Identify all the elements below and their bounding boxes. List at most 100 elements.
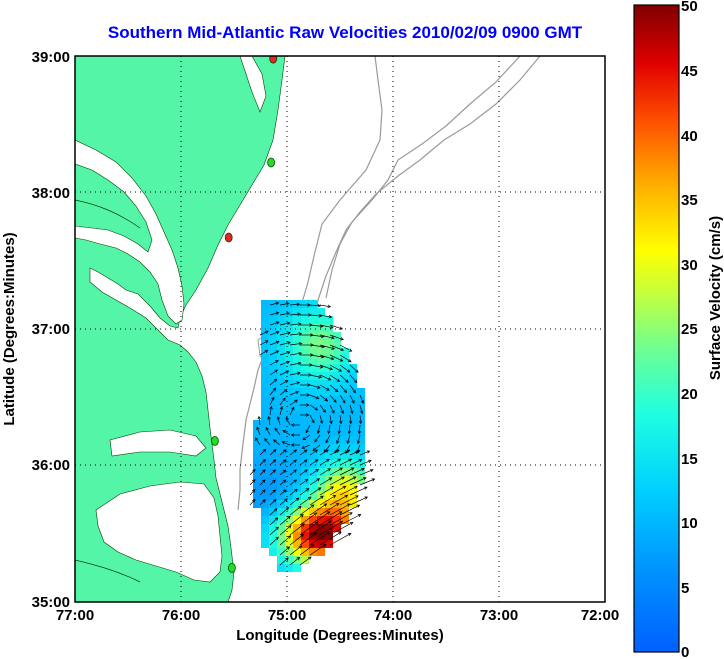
- velocity-arrow-head: [347, 359, 352, 363]
- velocity-arrow: [329, 384, 339, 392]
- velocity-arrow-head: [307, 496, 312, 500]
- velocity-arrow-head: [252, 468, 256, 473]
- velocity-cell: [269, 516, 277, 524]
- velocity-arrow-head: [286, 321, 291, 326]
- velocity-arrow-head: [298, 332, 303, 336]
- velocity-cell: [349, 388, 357, 396]
- velocity-arrow: [285, 417, 291, 426]
- velocity-arrow: [309, 374, 322, 378]
- velocity-cell: [301, 324, 309, 332]
- velocity-arrow-head: [355, 495, 359, 499]
- velocity-arrow-head: [290, 433, 295, 437]
- velocity-arrow-head: [333, 399, 337, 403]
- velocity-cell: [309, 404, 317, 412]
- velocity-arrow: [299, 532, 318, 546]
- velocity-arrow: [319, 324, 334, 329]
- y-tick-label: 39:00: [32, 49, 70, 66]
- velocity-arrow-head: [264, 340, 269, 344]
- velocity-arrow-head: [293, 449, 298, 453]
- velocity-cell: [349, 492, 357, 500]
- velocity-arrow: [269, 369, 278, 376]
- velocity-arrow-head: [286, 350, 291, 355]
- velocity-cell: [317, 532, 325, 540]
- velocity-cell: [309, 476, 317, 484]
- velocity-arrow-head: [275, 311, 280, 315]
- velocity-arrow-head: [301, 523, 305, 527]
- velocity-arrow: [329, 404, 335, 414]
- velocity-cell: [341, 468, 349, 476]
- velocity-arrow: [349, 477, 367, 486]
- x-tick-label: 74:00: [374, 607, 412, 624]
- velocity-arrow: [279, 389, 288, 396]
- velocity-cell: [301, 308, 309, 316]
- velocity-cell: [301, 332, 309, 340]
- velocity-cell: [261, 444, 269, 452]
- velocity-arrow: [259, 350, 268, 356]
- velocity-arrow-head: [350, 467, 355, 471]
- velocity-cell: [261, 516, 269, 524]
- velocity-arrow: [349, 384, 356, 394]
- velocity-cell: [261, 372, 269, 380]
- velocity-cell: [301, 348, 309, 356]
- velocity-arrow-head: [313, 512, 318, 516]
- velocity-arrow: [359, 404, 363, 414]
- velocity-arrow: [299, 512, 317, 526]
- velocity-cell: [277, 340, 285, 348]
- x-tick-label: 72:00: [581, 607, 619, 624]
- velocity-arrow-head: [311, 544, 315, 548]
- velocity-arrow: [339, 449, 350, 456]
- velocity-cell: [285, 500, 293, 508]
- velocity-cell: [333, 500, 341, 508]
- velocity-cell: [277, 300, 285, 308]
- velocity-cell: [333, 484, 341, 492]
- x-axis-ticks: 77:00 76:00 75:00 74:00 73:00 72:00: [56, 607, 619, 624]
- velocity-cell: [317, 420, 325, 428]
- velocity-cell: [285, 548, 293, 556]
- velocity-cell: [349, 452, 357, 460]
- velocity-arrow: [279, 525, 292, 536]
- velocity-cell: [261, 532, 269, 540]
- velocity-cell: [285, 452, 293, 460]
- station-marker: [224, 232, 233, 243]
- velocity-arrow-head: [331, 336, 335, 340]
- velocity-cell: [317, 516, 325, 524]
- velocity-arrow-head: [273, 508, 278, 512]
- velocity-cell: [341, 404, 349, 412]
- velocity-cell: [277, 484, 285, 492]
- velocity-arrow: [259, 499, 266, 506]
- velocity-cell: [277, 492, 285, 500]
- velocity-cell: [301, 460, 309, 468]
- x-axis-label: Longitude (Degrees:Minutes): [236, 627, 444, 644]
- velocity-arrow-head: [347, 533, 352, 537]
- velocity-cell: [333, 388, 341, 396]
- velocity-arrow: [269, 526, 279, 536]
- velocity-cell: [325, 348, 333, 356]
- velocity-cell: [309, 356, 317, 364]
- velocity-cell: [325, 388, 333, 396]
- velocity-cell: [269, 548, 277, 556]
- velocity-cell: [277, 436, 285, 444]
- velocity-arrow: [349, 364, 359, 373]
- velocity-cell: [277, 556, 285, 564]
- velocity-cell: [301, 412, 309, 420]
- velocity-cell: [325, 356, 333, 364]
- velocity-arrow-head: [328, 315, 333, 319]
- velocity-cell: [309, 348, 317, 356]
- colorbar: [633, 4, 680, 653]
- velocity-arrow-head: [352, 389, 356, 394]
- velocity-cell: [357, 388, 365, 396]
- velocity-arrow-head: [298, 351, 303, 356]
- velocity-arrow: [309, 531, 330, 546]
- velocity-arrow-head: [340, 347, 344, 352]
- velocity-arrow-head: [275, 360, 279, 364]
- velocity-cell: [325, 452, 333, 460]
- velocity-arrow: [273, 439, 281, 446]
- velocity-arrow-head: [316, 385, 321, 389]
- velocity-cell: [277, 508, 285, 516]
- velocity-cell: [309, 380, 317, 388]
- velocity-cell: [301, 532, 309, 540]
- velocity-arrow-head: [314, 459, 319, 463]
- hf-radar-stations: [210, 56, 278, 573]
- velocity-cell: [341, 348, 349, 356]
